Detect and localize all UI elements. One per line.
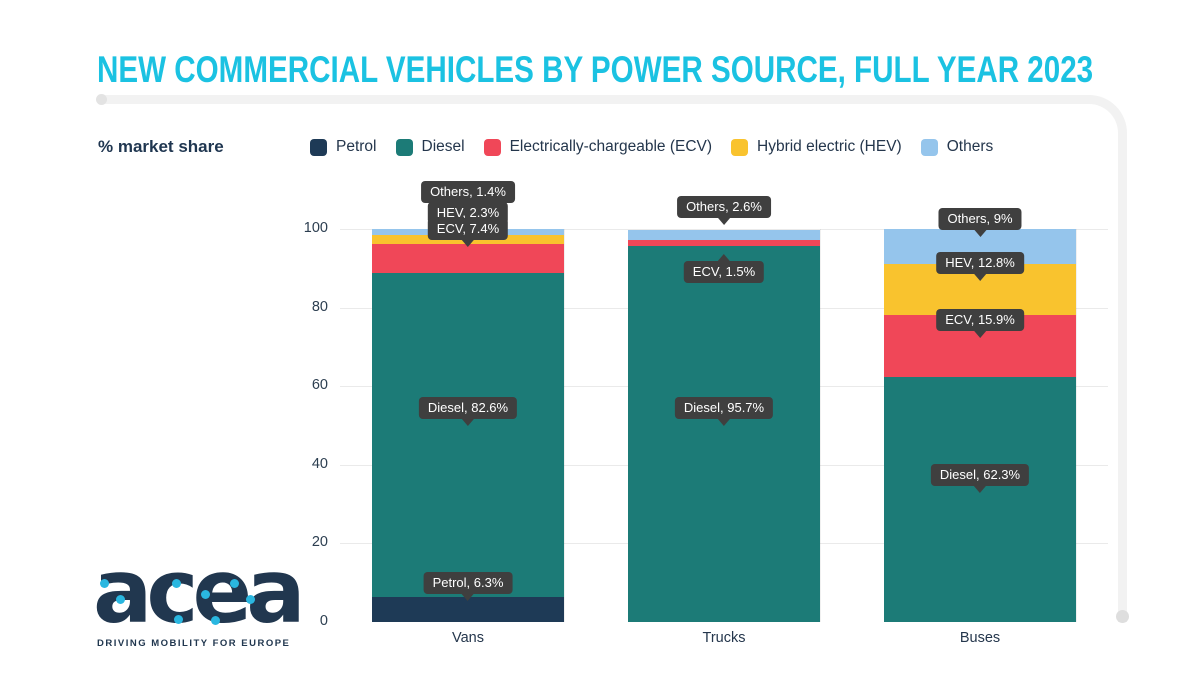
data-callout: ECV, 7.4% [427, 218, 509, 248]
frame-cap-bottom [1116, 610, 1129, 623]
y-tick-label: 80 [311, 298, 328, 315]
data-callout: Others, 1.4% [421, 181, 515, 211]
y-axis-title: % market share [98, 137, 224, 156]
legend-swatch-icon [731, 138, 749, 156]
legend-label: Diesel [421, 138, 465, 155]
legend-label: Hybrid electric (HEV) [757, 138, 902, 155]
frame-line [100, 95, 1127, 622]
bar-buses [884, 229, 1076, 622]
chart-legend: Petrol Diesel Electrically-chargeable (ECV… [310, 138, 993, 156]
legend-item: Petrol [310, 138, 377, 156]
legend-item: Others [920, 138, 994, 156]
logo-dot-icon [230, 579, 239, 588]
y-tick-label: 40 [311, 455, 328, 472]
y-tick-label: 60 [311, 377, 328, 394]
acea-logo: acea DRIVING MOBILITY FOR EUROPE [93, 540, 306, 658]
data-callout: HEV, 12.8% [936, 252, 1024, 282]
legend-item: Hybrid electric (HEV) [731, 138, 902, 156]
data-callout: Petrol, 6.3% [423, 572, 513, 602]
x-tick-label: Buses [959, 630, 1001, 646]
data-callout: Diesel, 62.3% [930, 464, 1030, 494]
x-tick-label: Vans [452, 630, 484, 646]
bar-segment [884, 377, 1076, 622]
data-callout: Diesel, 82.6% [418, 396, 518, 426]
legend-item: Electrically-chargeable (ECV) [483, 138, 713, 156]
bar-segment [628, 240, 820, 246]
y-tick-label: 20 [311, 534, 328, 551]
data-callout: Others, 9% [938, 208, 1022, 238]
y-tick-label: 100 [303, 220, 328, 236]
legend-item: Diesel [395, 138, 465, 156]
data-callout: ECV, 1.5% [683, 253, 765, 283]
logo-dot-icon [211, 616, 220, 625]
bar-segment [372, 243, 564, 273]
legend-swatch-icon [483, 138, 501, 156]
legend-label: Others [946, 138, 994, 155]
logo-dot-icon [174, 615, 183, 624]
bar-segment [628, 229, 820, 241]
logo-dot-icon [201, 590, 210, 599]
bar-segment [628, 245, 820, 622]
data-callout: ECV, 15.9% [936, 309, 1024, 339]
bar-segment [372, 272, 564, 598]
logo-dot-icon [172, 579, 181, 588]
x-tick-label: Trucks [702, 630, 746, 646]
logo-wordmark: acea [93, 540, 306, 643]
legend-swatch-icon [310, 138, 327, 156]
data-callout: Others, 2.6% [677, 196, 771, 225]
data-callout: Diesel, 95.7% [674, 396, 774, 426]
legend-label: Petrol [336, 138, 377, 155]
legend-swatch-icon [920, 138, 938, 156]
bar-trucks [628, 229, 820, 622]
legend-swatch-icon [395, 138, 413, 156]
logo-dot-icon [116, 595, 125, 604]
page-title: NEW COMMERCIAL VEHICLES BY POWER SOURCE,… [97, 49, 1094, 90]
logo-dot-icon [100, 579, 109, 588]
logo-tagline: DRIVING MOBILITY FOR EUROPE [97, 638, 291, 649]
plot-area: Others, 1.4% HEV, 2.3% ECV, 7.4% Diesel, 82… [340, 181, 1108, 622]
logo-dot-icon [246, 595, 255, 604]
data-callout: HEV, 2.3% [427, 201, 509, 231]
frame-cap-left [96, 94, 107, 105]
gridline [340, 229, 1108, 230]
y-tick-label: 0 [319, 613, 328, 629]
bar-vans [372, 229, 564, 622]
legend-label: Electrically-chargeable (ECV) [509, 138, 713, 155]
